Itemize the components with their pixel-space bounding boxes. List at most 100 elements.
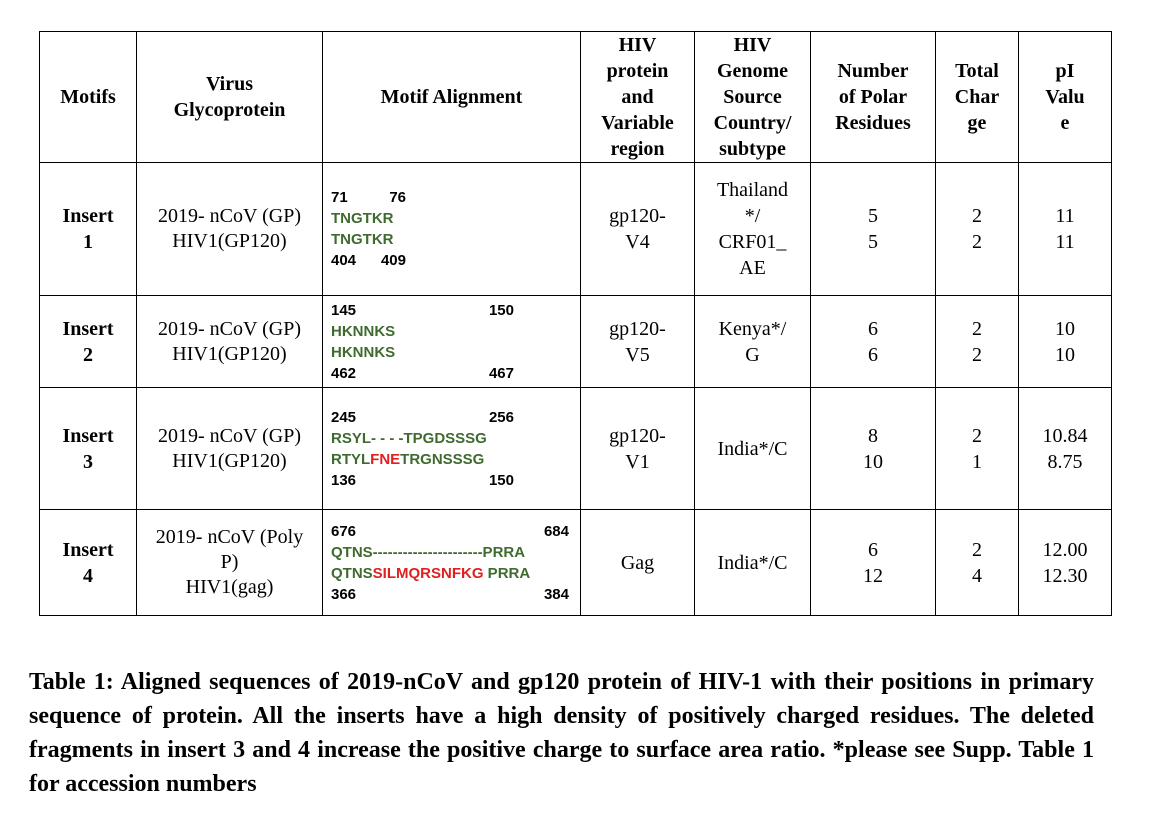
polar-line: 10 — [863, 450, 883, 473]
end-position: 256 — [488, 408, 514, 426]
alignment-cell: 676 684 QTNS----------------------PRRA QTNS… — [322, 509, 581, 616]
alignment-table: Motifs Virus Glycoprotein Motif Alignment… — [39, 31, 1112, 616]
inserted-residues: FNE — [370, 450, 401, 468]
table-row: Insert 4 2019- nCoV (Poly P) HIV1(gag) 676 684… — [39, 509, 1112, 616]
start-position: 366 — [331, 585, 357, 603]
polar-line: 5 — [868, 205, 878, 227]
genome-line: Kenya*/ — [718, 317, 787, 340]
hiv-genome-cell: Kenya*/ G — [694, 295, 811, 388]
charge-line: 1 — [972, 450, 982, 473]
aligned-residues: RTYL — [331, 450, 371, 468]
motif-line: Insert — [62, 538, 114, 561]
motif-line: 2 — [83, 343, 93, 366]
hiv-protein-cell: Gag — [580, 509, 695, 616]
pi-line: 10.84 — [1042, 424, 1088, 447]
header-pi: pI Valu e — [1018, 31, 1112, 163]
aligned-residues: TNGTKR — [331, 210, 394, 227]
motif-line: 1 — [83, 231, 93, 253]
header-alignment: Motif Alignment — [322, 31, 581, 163]
alignment-top-positions: 676 684 — [331, 521, 569, 542]
table-caption: Table 1: Aligned sequences of 2019-nCoV … — [29, 669, 1094, 797]
genome-line: CRF01_ — [718, 231, 787, 253]
alignment-bottom-positions: 366 384 — [331, 584, 569, 605]
alignment-cell: 71 76 TNGTKR TNGTKR 404 409 — [322, 162, 581, 296]
virus-cell: 2019- nCoV (Poly P) HIV1(gag) — [136, 509, 323, 616]
charge-line: 2 — [972, 205, 982, 227]
alignment-bottom-positions: 462 467 — [331, 363, 514, 384]
hiv-protein-cell: gp120- V4 — [580, 162, 695, 296]
protein-line: gp120- — [609, 205, 666, 227]
sequence-ncov: TNGTKR — [331, 208, 576, 229]
hiv-genome-cell: Thailand */ CRF01_ AE — [694, 162, 811, 296]
inserted-residues: SILMQRSNFKG — [372, 564, 484, 582]
protein-line: V5 — [625, 343, 650, 366]
virus-line: 2019- nCoV (Poly — [155, 526, 304, 548]
alignment-cell: 245 256 RSYL- - - -TPGDSSSG RTYLFNETRGNSSSG… — [322, 387, 581, 510]
sequence-hiv: HKNNKS — [331, 342, 576, 363]
pi-line: 11 — [1055, 205, 1075, 227]
sequence-ncov: RSYL- - - -TPGDSSSG — [331, 428, 576, 449]
virus-line: 2019- nCoV (GP) — [158, 424, 301, 447]
motif-line: Insert — [62, 317, 114, 340]
pi-value-cell: 10.84 8.75 — [1018, 387, 1112, 510]
hiv-protein-cell: gp120- V5 — [580, 295, 695, 388]
virus-cell: 2019- nCoV (GP) HIV1(GP120) — [136, 162, 323, 296]
motif-cell: Insert 2 — [39, 295, 137, 388]
polar-line: 6 — [868, 538, 878, 561]
end-position: 76 — [389, 189, 406, 206]
polar-line: 12 — [863, 564, 883, 587]
protein-line: V4 — [625, 231, 650, 253]
alignment-bottom-positions: 136 150 — [331, 470, 514, 491]
charge-line: 2 — [972, 231, 982, 253]
end-position: 409 — [380, 252, 406, 269]
pi-line: 8.75 — [1047, 450, 1083, 473]
polar-line: 5 — [868, 231, 878, 253]
motif-cell: Insert 3 — [39, 387, 137, 510]
start-position: 676 — [331, 522, 357, 540]
aligned-residues: HKNNKS — [331, 343, 396, 361]
header-hiv-genome: HIV Genome Source Country/subtype — [694, 31, 811, 163]
polar-line: 8 — [868, 424, 878, 447]
genome-line: India*/C — [717, 437, 788, 460]
sequence-ncov: QTNS----------------------PRRA — [331, 542, 576, 563]
end-position: 467 — [488, 364, 514, 382]
virus-line: HIV1(GP120) — [172, 342, 287, 365]
hiv-protein-cell: gp120- V1 — [580, 387, 695, 510]
sequence-hiv: RTYLFNETRGNSSSG — [331, 449, 576, 470]
alignment-top-positions: 71 76 — [331, 187, 406, 208]
polar-residues-cell: 6 12 — [810, 509, 936, 616]
genome-line: India*/C — [717, 551, 788, 574]
aligned-residues: HKNNKS — [331, 322, 396, 340]
alignment-cell: 145 150 HKNNKS HKNNKS 462 467 — [322, 295, 581, 388]
table-row: Insert 1 2019- nCoV (GP) HIV1(GP120) 71 76 TNG… — [39, 162, 1112, 296]
aligned-residues: TNGTKR — [331, 231, 394, 248]
hiv-genome-cell: India*/C — [694, 509, 811, 616]
pi-value-cell: 10 10 — [1018, 295, 1112, 388]
aligned-residues: RSYL- - - -TPGDSSSG — [331, 429, 487, 447]
end-position: 684 — [543, 522, 569, 540]
header-polar: Number of Polar Residues — [810, 31, 936, 163]
table-row: Insert 3 2019- nCoV (GP) HIV1(GP120) 245 256 R… — [39, 387, 1112, 510]
virus-cell: 2019- nCoV (GP) HIV1(GP120) — [136, 295, 323, 388]
charge-line: 2 — [972, 343, 982, 366]
charge-line: 2 — [972, 538, 982, 561]
motif-line: 4 — [83, 564, 93, 587]
protein-line: Gag — [620, 551, 655, 574]
pi-line: 11 — [1055, 231, 1075, 253]
protein-line: gp120- — [609, 424, 666, 447]
header-hiv-protein: HIV protein and Variable region — [580, 31, 695, 163]
start-position: 136 — [331, 471, 357, 489]
start-position: 245 — [331, 408, 357, 426]
pi-value-cell: 12.00 12.30 — [1018, 509, 1112, 616]
charge-line: 2 — [972, 424, 982, 447]
alignment-bottom-positions: 404 409 — [331, 250, 406, 271]
alignment-top-positions: 245 256 — [331, 407, 514, 428]
virus-cell: 2019- nCoV (GP) HIV1(GP120) — [136, 387, 323, 510]
charge-line: 2 — [972, 317, 982, 340]
pi-line: 12.30 — [1042, 564, 1088, 587]
aligned-residues: TRGNSSSG — [400, 450, 485, 468]
